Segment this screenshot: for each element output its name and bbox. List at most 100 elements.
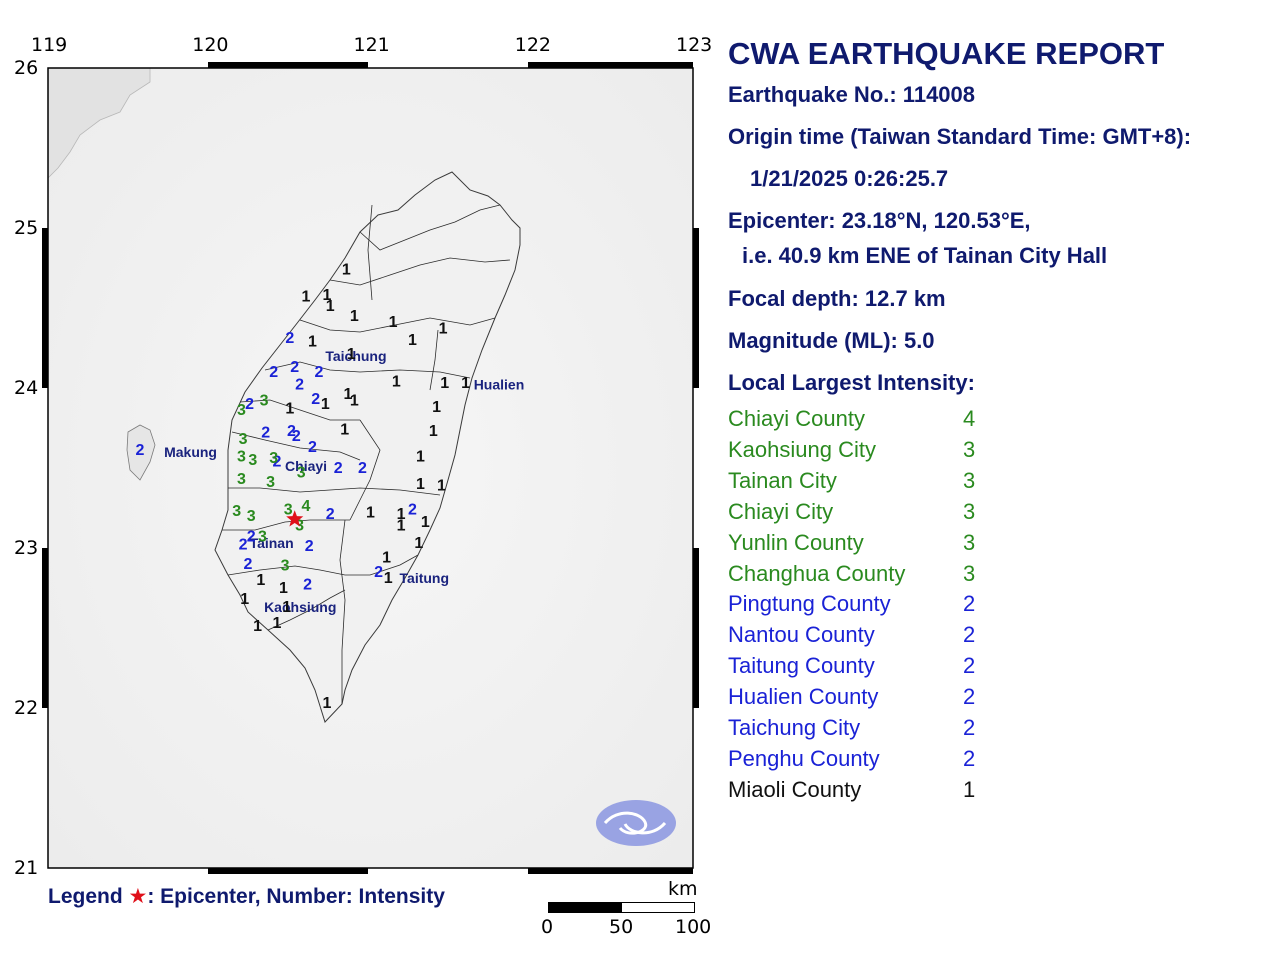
station-intensity: 2: [292, 428, 301, 445]
station-intensity: 1: [432, 399, 441, 416]
epicenter-coordinates: Epicenter: 23.18°N, 120.53°E,: [728, 208, 1031, 233]
station-intensity: 2: [295, 377, 304, 394]
magnitude: Magnitude (ML): 5.0: [728, 328, 935, 353]
station-intensity: 1: [389, 314, 398, 331]
station-intensity: 1: [282, 599, 291, 616]
station-intensity: 3: [232, 503, 241, 520]
intensity-area-name: Miaoli County: [728, 776, 862, 802]
intensity-row: Changhua County 3: [728, 561, 975, 587]
scale-segment-light: [621, 902, 695, 913]
station-intensity: 1: [408, 332, 417, 349]
intensity-area-name: Taichung City: [728, 715, 861, 740]
station-intensity: 3: [237, 471, 246, 488]
station-intensity: 1: [323, 695, 332, 712]
station-intensity: 1: [397, 517, 406, 534]
city-label-chiayi: Chiayi: [285, 458, 327, 474]
station-intensity: 1: [416, 476, 425, 493]
intensity-row: Taichung City 2: [728, 715, 975, 741]
intensity-level: 2: [963, 715, 976, 740]
intensity-level: 3: [963, 436, 976, 462]
station-intensity: 2: [326, 506, 335, 523]
station-intensity: 2: [273, 453, 282, 470]
intensity-row: Taitung County 2: [728, 653, 975, 679]
station-intensity: 1: [343, 386, 352, 403]
station-intensity: 3: [248, 452, 257, 469]
city-label-kaohsiung: Kaohsiung: [264, 599, 336, 615]
origin-time: 1/21/2025 0:26:25.7: [750, 166, 949, 191]
lon-tick-121: 121: [353, 34, 390, 56]
intensity-level: 4: [963, 406, 976, 431]
intensity-level: 3: [963, 560, 976, 586]
origin-time-label: Origin time (Taiwan Standard Time: GMT+8…: [728, 124, 1192, 149]
china-coast: [47, 67, 151, 179]
city-labels: Taichung Hualien Makung Chiayi Tainan Taitung…: [164, 348, 524, 615]
station-intensity: 1: [397, 506, 406, 523]
station-intensity: 1: [461, 375, 470, 392]
intensity-area-name: Tainan City: [728, 467, 837, 493]
station-intensity: 1: [350, 308, 359, 325]
intensity-level: 2: [963, 684, 976, 710]
intensity-level: 3: [963, 529, 976, 555]
intensity-row: Pingtung County 2: [728, 591, 975, 617]
station-intensity: 3: [260, 393, 269, 410]
intensity-row: Chiayi County 4: [728, 406, 975, 432]
station-intensity: 1: [285, 401, 294, 418]
intensity-area-name: Hualien County: [728, 684, 879, 710]
station-intensity: 2: [311, 391, 320, 408]
lat-tick-22: 22: [14, 697, 39, 719]
legend-text: : Epicenter, Number: Intensity: [147, 885, 445, 908]
epicenter-star-icon: ★: [128, 885, 148, 908]
station-intensity: 3: [281, 557, 290, 574]
station-intensity: 3: [266, 474, 275, 491]
intensity-level: 3: [963, 498, 976, 524]
intensity-level: 2: [963, 622, 976, 648]
station-intensity: 2: [305, 538, 314, 555]
station-intensity: 3: [258, 529, 267, 546]
map-frame: [47, 67, 694, 869]
intensity-level: 2: [963, 745, 976, 771]
station-intensity: 3: [239, 431, 248, 448]
lon-tick-120: 120: [192, 34, 229, 56]
epicenter-star-icon: [286, 510, 304, 527]
scale-label-50: 50: [609, 916, 634, 938]
station-intensity: 1: [366, 505, 375, 522]
lon-tick-119: 119: [31, 34, 68, 56]
intensity-area-name: Penghu County: [728, 745, 880, 771]
station-intensity: 1: [350, 393, 359, 410]
station-intensity: 1: [429, 423, 438, 440]
station-intensity: 1: [308, 333, 317, 350]
station-intensity: 1: [273, 615, 282, 632]
station-intensity: 2: [135, 442, 144, 459]
station-intensity: 2: [358, 460, 367, 477]
intensity-level: 2: [963, 653, 976, 679]
station-intensity: 3: [284, 501, 293, 518]
lat-tick-25: 25: [14, 217, 39, 239]
intensity-row: Kaohsiung City 3: [728, 437, 975, 463]
station-intensity: 2: [374, 564, 383, 581]
station-intensity: 3: [297, 465, 306, 482]
scale-unit: km: [668, 878, 698, 900]
station-intensity: 4: [302, 498, 311, 515]
intensity-level: 3: [963, 467, 976, 493]
station-intensity: 1: [302, 289, 311, 306]
station-intensity: 2: [247, 529, 256, 546]
earthquake-number: Earthquake No.: 114008: [728, 82, 976, 107]
station-intensity: 3: [237, 402, 246, 419]
station-intensity: 1: [439, 321, 448, 338]
station-intensity: 1: [392, 373, 401, 390]
station-intensity: 3: [269, 450, 278, 467]
station-intensity: 2: [261, 425, 270, 442]
intensity-area-name: Chiayi City: [728, 498, 834, 524]
scale-label-100: 100: [675, 916, 712, 938]
city-label-tainan: Tainan: [250, 535, 294, 551]
station-intensity: 1: [323, 287, 332, 304]
intensity-level: 1: [963, 776, 976, 802]
penghu-islands: [126, 424, 156, 481]
lon-tick-122: 122: [514, 34, 552, 56]
intensity-area-name: Taitung County: [728, 653, 875, 679]
intensity-level: 2: [963, 591, 976, 617]
station-intensity: 1: [279, 580, 288, 597]
station-intensity: 1: [416, 449, 425, 466]
intensity-row: Miaoli County 1: [728, 776, 975, 803]
